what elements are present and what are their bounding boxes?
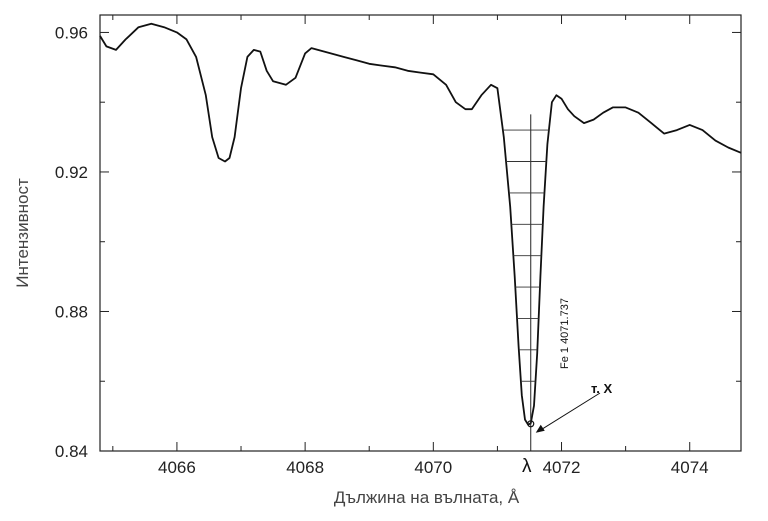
spectrum-line [99,22,742,426]
y-axis: 0.84 0.88 0.92 0.96 [55,23,741,461]
line-id-label: Fe 1 4071.737 [559,298,571,369]
series-layer [99,22,742,426]
plot-frame [99,14,742,452]
y-tick-label: 0.96 [55,23,88,42]
lambda-symbol: λ [522,456,532,477]
annotation-layer: т. X λ Fe 1 4071.737 [502,114,612,477]
y-axis-title: Интензивност [13,178,32,288]
x-axis-title: Дължина на вълната, Å [334,488,520,507]
x-tick-label: 4070 [414,458,452,477]
y-tick-label: 0.92 [55,163,88,182]
x-tick-label: 4074 [671,458,709,477]
point-x-arrow [537,392,601,433]
x-tick-label: 4072 [543,458,581,477]
y-tick-label: 0.88 [55,302,88,321]
x-tick-label: 4066 [158,458,196,477]
x-tick-label: 4068 [286,458,324,477]
x-axis: 4066 4068 4070 4072 4074 [112,15,709,477]
y-tick-label: 0.84 [55,442,88,461]
point-x-label: т. X [591,381,612,396]
arrow-head [535,424,545,433]
plot-border [99,14,742,452]
point-x-marker [527,420,535,428]
